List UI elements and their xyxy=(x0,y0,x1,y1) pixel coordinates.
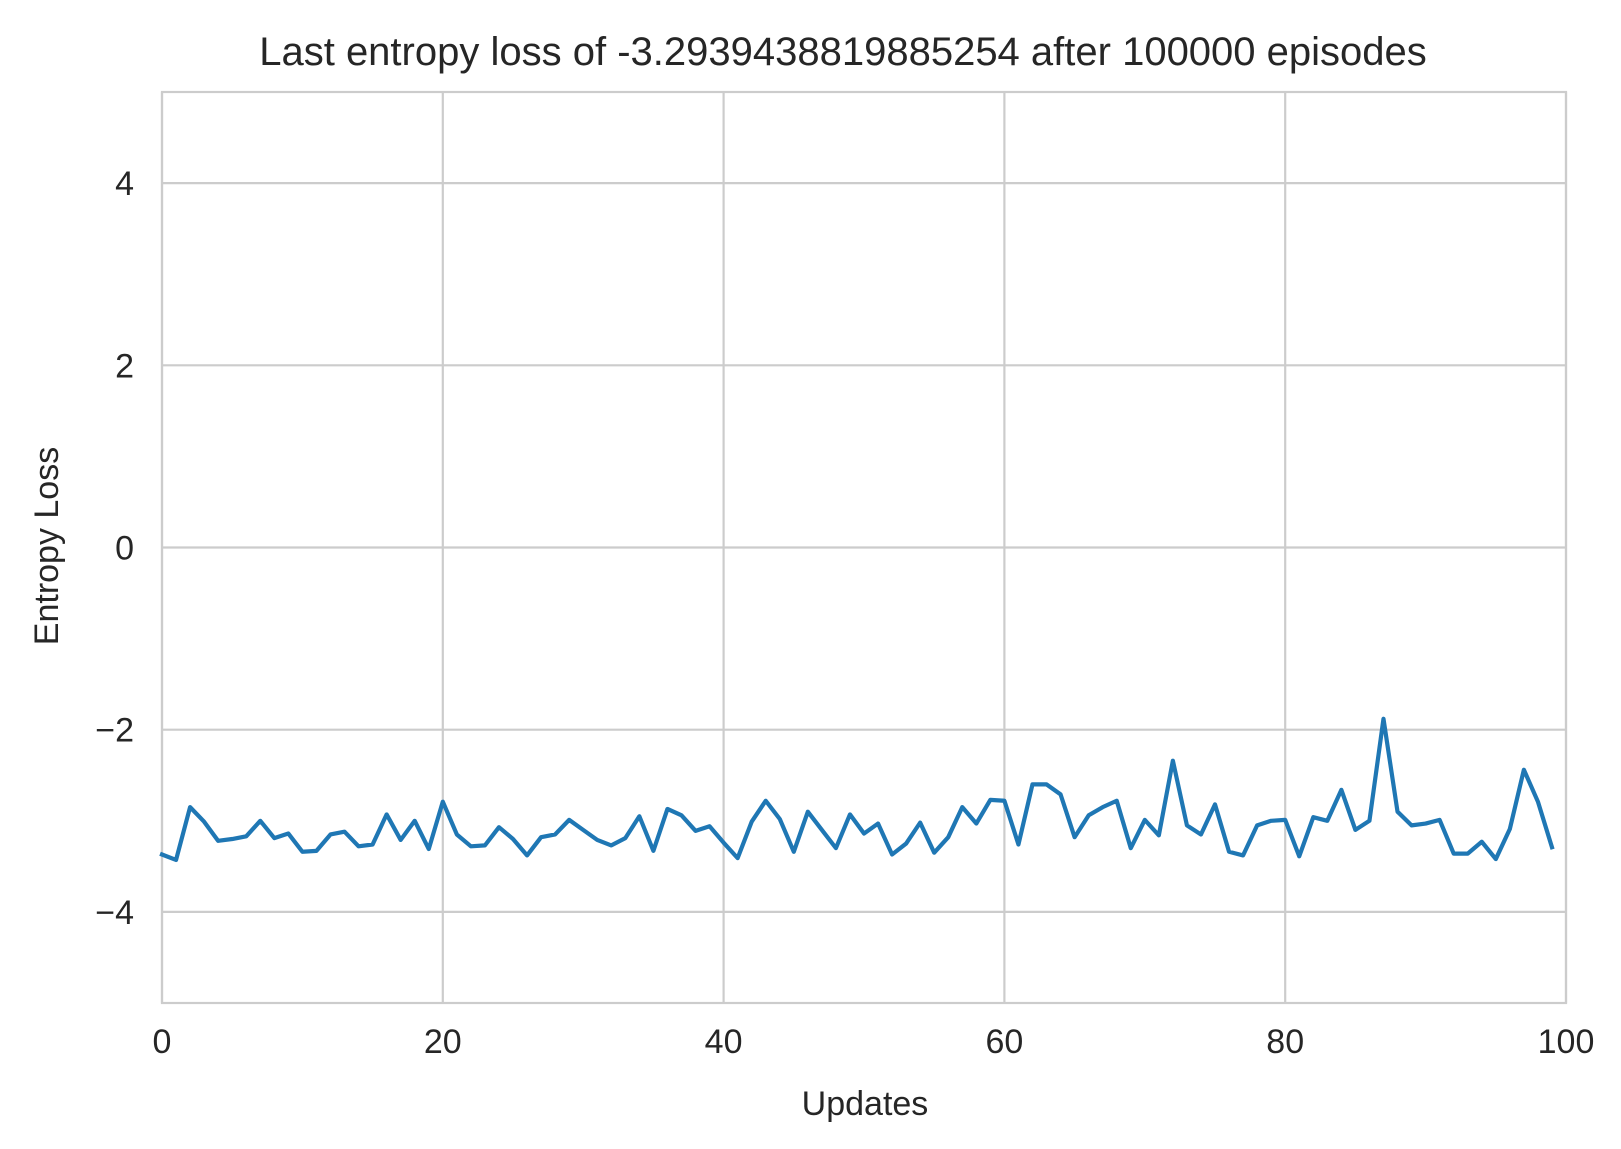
x-tick-label: 60 xyxy=(985,1023,1023,1061)
tick-labels: 0 20 40 60 80 100 −4 −2 0 2 4 xyxy=(95,165,1594,1061)
y-axis-label: Entropy Loss xyxy=(28,447,66,645)
x-axis-label: Updates xyxy=(802,1085,929,1123)
series-line xyxy=(159,716,1555,863)
y-tick-label: 4 xyxy=(115,165,134,203)
grid xyxy=(160,92,1568,1003)
x-tick-label: 40 xyxy=(705,1023,743,1061)
y-tick-label: −2 xyxy=(95,712,134,750)
y-tick-label: 2 xyxy=(115,347,134,385)
y-tick-label: −4 xyxy=(95,894,134,932)
plot-border xyxy=(160,90,1568,1005)
series-layer xyxy=(159,716,1555,863)
x-tick-label: 20 xyxy=(424,1023,462,1061)
x-tick-label: 80 xyxy=(1266,1023,1304,1061)
plot-frame xyxy=(160,90,1568,1005)
y-tick-label: 0 xyxy=(115,530,134,568)
x-tick-label: 0 xyxy=(153,1023,172,1061)
chart-title: Last entropy loss of -3.2939438819885254… xyxy=(259,30,1427,74)
x-tick-label: 100 xyxy=(1538,1023,1595,1061)
